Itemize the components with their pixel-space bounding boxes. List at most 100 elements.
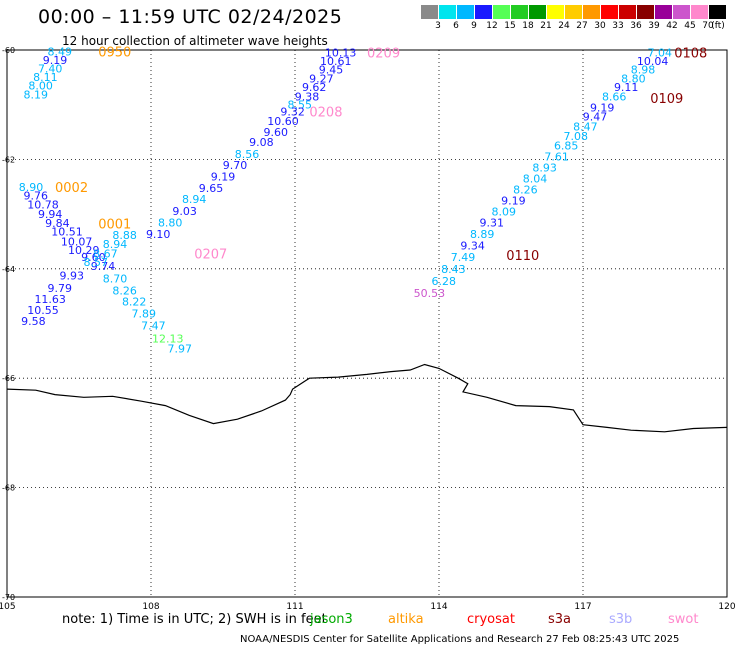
wave-height-value: 9.65: [199, 182, 224, 195]
wave-height-value: 8.70: [103, 273, 128, 286]
scale-label: 30: [594, 21, 606, 31]
wave-height-value: 8.67: [93, 247, 118, 260]
wave-height-value: 8.47: [573, 121, 598, 134]
wave-height-value: 8.43: [441, 263, 466, 276]
longitude-label: 114: [430, 602, 447, 612]
pass-time-label: 0208: [309, 105, 342, 120]
credit-line: NOAA/NESDIS Center for Satellite Applica…: [240, 634, 680, 645]
scale-label: 45: [684, 21, 696, 31]
scale-swatch: [547, 5, 564, 19]
wave-height-value: 9.79: [48, 282, 73, 295]
longitude-label: 111: [286, 602, 303, 612]
wave-height-value: 9.19: [43, 54, 68, 67]
wave-height-value: 9.60: [81, 251, 106, 264]
wave-height-value: 9.60: [264, 126, 289, 139]
wave-height-value: 8.09: [492, 205, 517, 218]
latitude-label: -62: [2, 155, 15, 164]
scale-label: 70: [702, 21, 714, 31]
wave-height-value: 7.61: [544, 151, 569, 164]
scale-swatch: [439, 5, 456, 19]
wave-height-value: 10.61: [320, 55, 352, 68]
wave-height-value: 7.49: [451, 251, 476, 264]
wave-height-value: 9.38: [295, 90, 320, 103]
wave-height-value: 12.13: [152, 332, 184, 345]
scale-label: 24: [558, 21, 570, 31]
wave-height-value: 9.19: [211, 170, 236, 183]
satellite-legend-altika: altika: [388, 612, 424, 627]
chart-title: 00:00 – 11:59 UTC 02/24/2025: [38, 6, 343, 28]
wave-height-value: 9.19: [590, 101, 615, 114]
wave-height-value: 9.31: [480, 216, 505, 229]
wave-height-value: 9.19: [501, 194, 526, 207]
wave-height-value: 8.88: [112, 229, 137, 242]
wave-height-value: 9.10: [146, 228, 171, 241]
scale-label: 33: [612, 21, 624, 31]
scale-swatch: [709, 5, 726, 19]
scale-swatch: [583, 5, 600, 19]
antarctic-coastline: [6, 363, 728, 433]
satellite-legend-jason3: jason3: [310, 612, 353, 627]
wave-height-value: 8.55: [288, 99, 313, 112]
scale-label: 27: [576, 21, 588, 31]
wave-height-value: 9.93: [60, 269, 85, 282]
pass-time-label: 0108: [674, 47, 707, 62]
wave-height-value: 9.94: [38, 208, 63, 221]
scale-swatch: [619, 5, 636, 19]
wave-height-value: 10.29: [68, 244, 100, 257]
scale-label: 39: [648, 21, 660, 31]
pass-time-label: 0207: [194, 247, 227, 262]
pass-time-label: 0002: [55, 181, 88, 196]
scale-swatch: [655, 5, 672, 19]
wave-height-value: 7.04: [648, 47, 673, 60]
wave-height-value: 9.62: [302, 81, 327, 94]
wave-height-value: 8.04: [523, 173, 548, 186]
scale-label: 6: [453, 21, 459, 31]
wave-height-value: 8.66: [602, 90, 627, 103]
map-frame: [6, 49, 728, 598]
wave-height-value: 7.40: [38, 63, 63, 76]
wave-height-value: 8.90: [19, 181, 44, 194]
latitude-label: -68: [2, 484, 15, 493]
longitude-label: 120: [718, 602, 735, 612]
wave-height-value: 8.56: [235, 148, 260, 161]
satellite-legend-swot: swot: [668, 612, 699, 627]
wave-height-value: 8.89: [470, 228, 495, 241]
wave-height-value: 8.11: [33, 71, 58, 84]
wave-height-value: 10.51: [51, 226, 83, 239]
pass-time-label: 0110: [506, 249, 539, 264]
scale-swatch: [565, 5, 582, 19]
wave-height-value: 9.27: [309, 72, 334, 85]
scale-label: 21: [540, 21, 552, 31]
wave-height-value: 9.70: [223, 159, 248, 172]
wave-height-value: 10.04: [637, 55, 669, 68]
scale-label: 42: [666, 21, 678, 31]
scale-label: 9: [471, 21, 477, 31]
wave-height-value: 9.84: [45, 217, 70, 230]
wave-height-value: 8.94: [182, 193, 207, 206]
units-note-text: note: 1) Time is in UTC; 2) SWH is in fe…: [62, 612, 327, 627]
scale-swatch: [493, 5, 510, 19]
wave-height-value: 9.45: [319, 64, 344, 77]
wave-height-value: 10.13: [325, 47, 357, 60]
satellite-legend-s3b: s3b: [609, 612, 633, 627]
units-note: note: 1) Time is in UTC; 2) SWH is in fe…: [62, 612, 327, 627]
scale-swatch: [691, 5, 708, 19]
scale-swatch: [637, 5, 654, 19]
scale-label: 36: [630, 21, 642, 31]
latitude-label: -64: [2, 265, 15, 274]
wave-height-value: 8.00: [28, 80, 53, 93]
scale-swatch: [475, 5, 492, 19]
wave-height-value: 8.94: [103, 238, 128, 251]
wave-height-value: 9.34: [460, 239, 485, 252]
wave-height-value: 8.57: [84, 256, 109, 269]
wave-height-value: 50.53: [414, 287, 446, 300]
wave-height-value: 9.03: [172, 205, 197, 218]
longitude-label: 108: [142, 602, 159, 612]
wave-height-value: 9.11: [614, 81, 639, 94]
wave-height-value: 8.80: [621, 72, 646, 85]
scale-label: 3: [435, 21, 441, 31]
latitude-label: -66: [2, 374, 15, 383]
wave-height-value: 8.80: [158, 216, 183, 229]
longitude-label: 105: [0, 602, 16, 612]
